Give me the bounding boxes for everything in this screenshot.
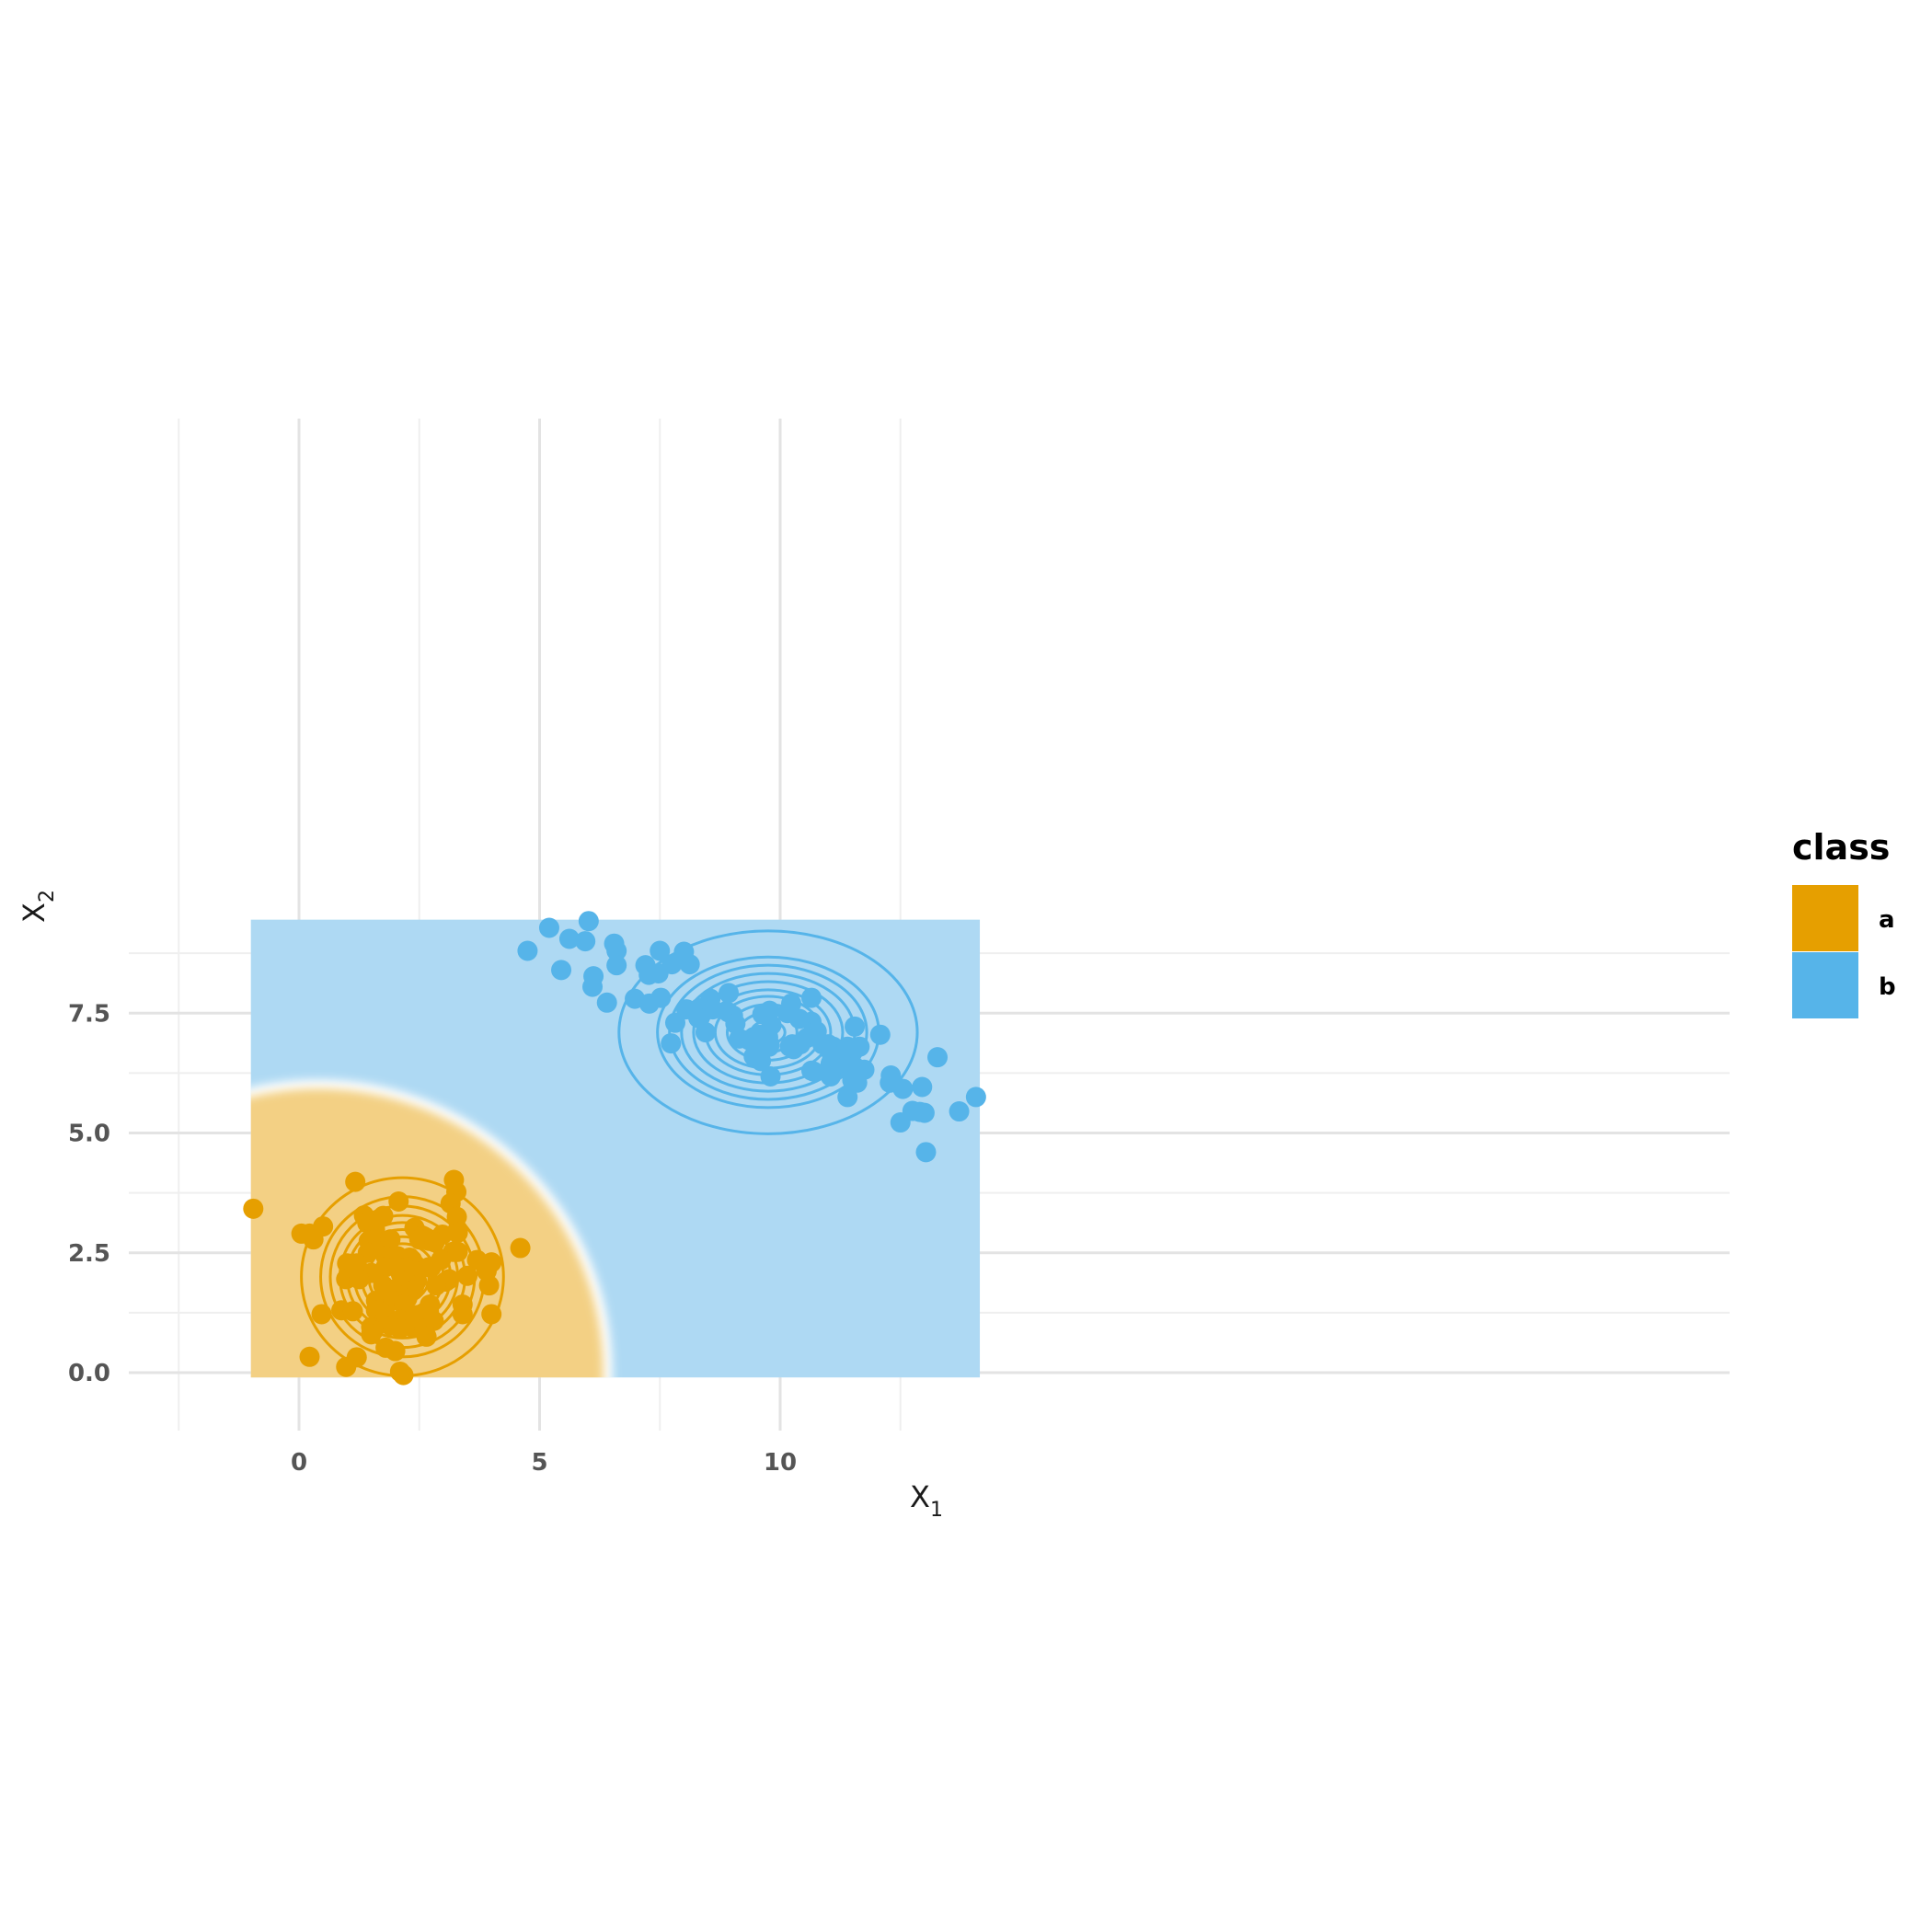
point-b-2 bbox=[558, 928, 580, 949]
point-b-64 bbox=[783, 1039, 804, 1060]
point-b-5 bbox=[606, 940, 627, 961]
point-b-0 bbox=[578, 911, 599, 932]
point-a-80 bbox=[311, 1304, 332, 1325]
point-b-81 bbox=[846, 1072, 868, 1093]
contour-b-7 bbox=[668, 963, 868, 1101]
data-points bbox=[243, 911, 986, 1386]
point-b-87 bbox=[837, 1087, 858, 1108]
x-tick-label: 10 bbox=[764, 1449, 797, 1477]
point-b-15 bbox=[638, 964, 660, 985]
point-b-88 bbox=[965, 1087, 986, 1108]
point-a-63 bbox=[478, 1275, 500, 1296]
point-b-76 bbox=[803, 1061, 824, 1082]
point-b-40 bbox=[845, 1016, 866, 1037]
point-b-20 bbox=[719, 983, 740, 1004]
point-a-73 bbox=[342, 1301, 363, 1322]
legend-label-a: a bbox=[1879, 906, 1895, 934]
legend-swatch-a bbox=[1792, 885, 1858, 951]
point-a-4 bbox=[313, 1216, 334, 1237]
point-b-70 bbox=[751, 1051, 772, 1072]
point-b-50 bbox=[739, 1029, 760, 1051]
point-b-12 bbox=[679, 954, 700, 975]
point-b-85 bbox=[892, 1078, 914, 1099]
x-axis-title: X1 bbox=[910, 1479, 943, 1522]
legend-swatch-b bbox=[1792, 952, 1858, 1018]
x-tick-label: 5 bbox=[531, 1449, 547, 1477]
point-b-22 bbox=[800, 987, 822, 1008]
point-b-43 bbox=[695, 1022, 716, 1043]
point-b-6 bbox=[517, 940, 538, 961]
point-b-86 bbox=[912, 1076, 933, 1098]
point-a-5 bbox=[345, 1171, 366, 1192]
point-a-90 bbox=[361, 1324, 382, 1345]
x-tick-label: 0 bbox=[291, 1449, 307, 1477]
point-a-93 bbox=[385, 1340, 406, 1362]
point-a-26 bbox=[424, 1232, 445, 1253]
point-b-78 bbox=[760, 1066, 781, 1087]
point-a-96 bbox=[336, 1356, 357, 1377]
point-a-51 bbox=[457, 1265, 478, 1286]
point-a-53 bbox=[349, 1269, 370, 1290]
point-b-13 bbox=[551, 960, 572, 981]
point-a-78 bbox=[452, 1304, 473, 1325]
region-class-a bbox=[250, 1088, 604, 1378]
y-tick-label: 7.5 bbox=[68, 1000, 110, 1028]
point-a-98 bbox=[393, 1364, 414, 1386]
point-b-91 bbox=[914, 1102, 935, 1123]
point-a-16 bbox=[447, 1222, 468, 1243]
point-b-93 bbox=[890, 1112, 911, 1133]
point-b-24 bbox=[638, 993, 660, 1014]
point-a-25 bbox=[380, 1229, 401, 1250]
axis-ticks: 0 5 10 0.0 2.5 5.0 7.5 bbox=[68, 1000, 797, 1477]
region-class-a-group bbox=[250, 1079, 613, 1378]
legend: class a b bbox=[1792, 827, 1896, 1018]
point-a-79 bbox=[481, 1304, 502, 1325]
y-tick-label: 5.0 bbox=[68, 1121, 110, 1148]
point-a-21 bbox=[408, 1229, 430, 1250]
point-b-79 bbox=[820, 1066, 841, 1087]
point-a-10 bbox=[388, 1191, 409, 1213]
point-b-94 bbox=[915, 1142, 937, 1163]
point-b-1 bbox=[538, 917, 559, 938]
point-a-0 bbox=[243, 1198, 264, 1219]
point-a-28 bbox=[447, 1241, 468, 1262]
y-tick-label: 0.0 bbox=[68, 1360, 110, 1387]
point-b-44 bbox=[869, 1024, 891, 1045]
point-b-92 bbox=[949, 1101, 970, 1122]
point-b-10 bbox=[606, 955, 627, 976]
point-b-37 bbox=[664, 1012, 685, 1033]
contour-b-9 bbox=[617, 929, 919, 1135]
point-a-94 bbox=[299, 1346, 320, 1367]
point-a-36 bbox=[510, 1237, 531, 1259]
point-a-62 bbox=[426, 1275, 447, 1296]
point-a-44 bbox=[420, 1257, 442, 1278]
point-b-7 bbox=[650, 940, 671, 961]
y-axis-title: X2 bbox=[17, 890, 59, 923]
point-a-86 bbox=[389, 1318, 410, 1340]
legend-title: class bbox=[1792, 827, 1890, 868]
point-b-23 bbox=[596, 992, 617, 1013]
point-b-60 bbox=[661, 1033, 682, 1054]
legend-label-b: b bbox=[1879, 973, 1896, 1001]
point-a-91 bbox=[416, 1326, 437, 1347]
point-b-17 bbox=[582, 976, 604, 997]
y-tick-label: 2.5 bbox=[68, 1240, 110, 1268]
point-b-3 bbox=[575, 931, 596, 952]
point-b-84 bbox=[927, 1047, 949, 1068]
